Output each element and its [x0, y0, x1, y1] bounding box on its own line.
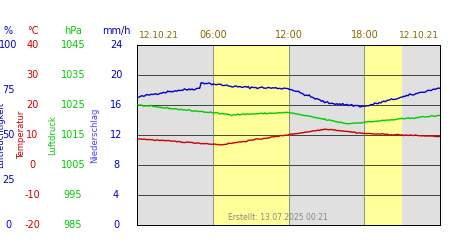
Text: Temperatur: Temperatur	[17, 111, 26, 159]
Text: 12.10.21: 12.10.21	[139, 31, 179, 40]
Text: 100: 100	[0, 40, 17, 50]
Text: mm/h: mm/h	[102, 26, 130, 36]
Text: 12.10.21: 12.10.21	[399, 31, 439, 40]
Text: 4: 4	[113, 190, 119, 200]
Text: 985: 985	[63, 220, 82, 230]
Text: 0: 0	[113, 220, 119, 230]
Bar	[213, 45, 288, 225]
Text: Erstellt: 13.07.2025 00:21: Erstellt: 13.07.2025 00:21	[228, 214, 328, 222]
Bar	[364, 45, 402, 225]
Text: 40: 40	[26, 40, 39, 50]
Text: %: %	[4, 26, 13, 36]
Text: 30: 30	[26, 70, 39, 80]
Text: 1015: 1015	[61, 130, 85, 140]
Text: 75: 75	[2, 85, 14, 95]
Text: 995: 995	[63, 190, 82, 200]
Text: -20: -20	[24, 220, 40, 230]
Text: 0: 0	[29, 160, 36, 170]
Text: 1035: 1035	[61, 70, 85, 80]
Text: 1045: 1045	[61, 40, 85, 50]
Text: 10: 10	[26, 130, 39, 140]
Text: 50: 50	[2, 130, 14, 140]
Text: 1025: 1025	[60, 100, 86, 110]
Text: 12:00: 12:00	[275, 30, 302, 40]
Text: Luftdruck: Luftdruck	[49, 115, 58, 155]
Text: 20: 20	[110, 70, 122, 80]
Text: hPa: hPa	[64, 26, 82, 36]
Text: -10: -10	[24, 190, 40, 200]
Text: 18:00: 18:00	[351, 30, 378, 40]
Text: 8: 8	[113, 160, 119, 170]
Text: Luftfeuchtigkeit: Luftfeuchtigkeit	[0, 102, 5, 168]
Text: 20: 20	[26, 100, 39, 110]
Text: 06:00: 06:00	[199, 30, 227, 40]
Text: 1005: 1005	[61, 160, 85, 170]
Text: Niederschlag: Niederschlag	[90, 107, 99, 163]
Text: 0: 0	[5, 220, 11, 230]
Text: 24: 24	[110, 40, 122, 50]
Text: 12: 12	[110, 130, 122, 140]
Text: 25: 25	[2, 175, 14, 185]
Text: 16: 16	[110, 100, 122, 110]
Text: °C: °C	[27, 26, 38, 36]
